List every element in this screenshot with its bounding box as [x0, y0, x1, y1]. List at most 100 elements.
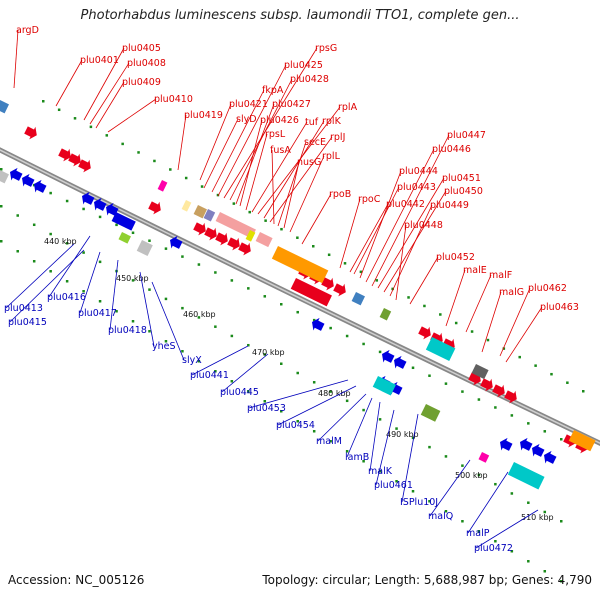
track-dot — [153, 159, 156, 163]
gene-arrow — [148, 201, 161, 215]
track-dot — [200, 185, 204, 188]
leader-line — [499, 287, 531, 357]
leader-line — [467, 471, 509, 534]
gene-label-plu0443: plu0443 — [397, 182, 436, 193]
gene-box — [478, 452, 490, 463]
gene-arrow — [204, 227, 217, 241]
kbp-tick-label: 480 kbp — [318, 389, 351, 398]
gene-label-plu0425: plu0425 — [284, 60, 323, 71]
leader-line — [409, 256, 439, 305]
map-title: Photorhabdus luminescens subsp. laumondi… — [80, 8, 520, 23]
leader-line — [289, 155, 325, 233]
gene-box — [372, 376, 396, 396]
gene-label-yheS: yheS — [152, 341, 176, 352]
track-dot — [148, 330, 151, 333]
leader-line — [95, 81, 125, 129]
leader-line — [83, 47, 125, 121]
track-dot — [510, 492, 514, 495]
track-dot — [345, 334, 349, 338]
track-dot — [0, 168, 3, 171]
leader-line — [5, 243, 75, 309]
track-dot — [411, 490, 415, 493]
leader-line — [369, 401, 381, 472]
track-dot — [280, 303, 283, 306]
gene-label-rpsL: rpsL — [265, 129, 286, 140]
track-dot — [42, 100, 45, 103]
gene-arrow — [504, 390, 517, 404]
track-dot — [181, 306, 184, 310]
gene-arrow — [238, 242, 251, 256]
track-dot — [89, 125, 93, 129]
track-dot — [296, 371, 299, 375]
gene-label-plu0405: plu0405 — [122, 43, 161, 54]
gene-arrow — [215, 232, 228, 246]
track-dot — [115, 310, 118, 313]
track-dot — [131, 320, 135, 323]
gene-arrow — [24, 126, 37, 140]
track-dot — [329, 326, 332, 330]
track-dot — [391, 287, 394, 291]
gene-label-malM: malM — [316, 436, 342, 447]
leader-line — [191, 345, 249, 376]
track-dot — [214, 325, 217, 328]
gene-label-plu0446: plu0446 — [432, 144, 471, 155]
leader-line — [301, 193, 332, 245]
track-dot — [230, 279, 234, 282]
gene-label-malE: malE — [463, 265, 487, 276]
gene-label-malP: malP — [466, 528, 490, 539]
track-dot — [550, 372, 553, 376]
leader-line — [359, 170, 402, 279]
gene-box — [425, 336, 456, 361]
gene-label-plu0449: plu0449 — [430, 200, 469, 211]
gene-label-rplL: rplL — [322, 151, 341, 162]
track-dot — [560, 580, 563, 583]
track-dot — [461, 390, 464, 393]
track-dot — [137, 151, 140, 154]
leader-line — [377, 177, 445, 289]
gene-label-malF: malF — [489, 270, 512, 281]
leader-line — [48, 235, 91, 298]
leader-line — [223, 47, 318, 199]
track-dot — [312, 245, 315, 248]
track-dot — [428, 374, 431, 377]
leader-line — [139, 271, 155, 347]
track-dot — [411, 436, 415, 440]
track-dot — [444, 510, 448, 513]
gene-label-rpoC: rpoC — [358, 194, 381, 205]
track-dot — [494, 540, 497, 543]
track-dot — [98, 260, 102, 264]
track-dot — [65, 242, 69, 245]
kbp-tick-label: 450 kbp — [116, 274, 149, 283]
leader-line — [229, 78, 293, 201]
track-dot — [518, 355, 521, 359]
gene-label-slyD: slyD — [236, 114, 257, 125]
track-dot — [98, 215, 102, 219]
gene-arrow — [492, 384, 505, 398]
leader-line — [107, 98, 157, 133]
gene-box — [255, 232, 273, 248]
gene-box — [568, 430, 596, 452]
track-dot — [534, 364, 537, 367]
gene-arrow — [520, 437, 533, 451]
track-dot — [362, 408, 365, 412]
track-dot — [362, 342, 365, 346]
track-dot — [461, 464, 464, 467]
track-dot — [395, 480, 398, 483]
track-dot — [329, 440, 332, 443]
gene-arrow — [333, 283, 346, 297]
track-dot — [121, 142, 124, 146]
track-dot — [378, 470, 382, 473]
leader-line — [217, 64, 287, 197]
gene-box — [111, 212, 136, 231]
leader-line — [245, 133, 268, 211]
leader-line — [177, 114, 187, 171]
track-dot — [477, 530, 481, 533]
track-dot — [82, 207, 85, 211]
track-dot — [280, 362, 283, 365]
leader-line — [317, 393, 367, 442]
track-dot — [444, 455, 448, 458]
gene-label-plu0428: plu0428 — [290, 74, 329, 85]
track-dot — [543, 510, 547, 514]
track-dot — [296, 310, 299, 314]
